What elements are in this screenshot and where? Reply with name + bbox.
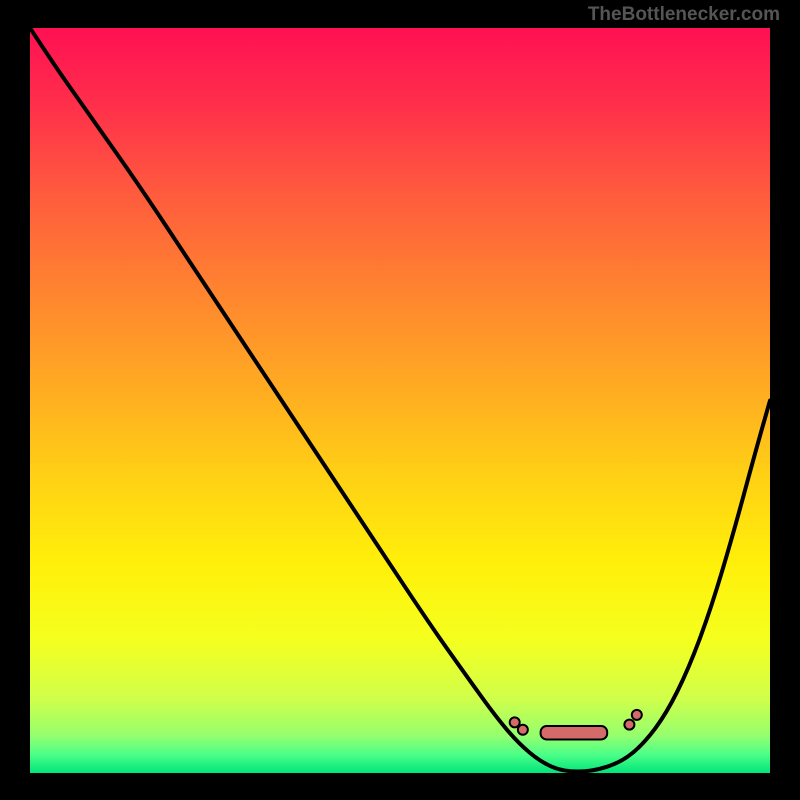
- marker-circle: [624, 720, 634, 730]
- marker-circle: [518, 725, 528, 735]
- plot-area: [30, 28, 770, 773]
- chart-svg: [30, 28, 770, 773]
- gradient-rect: [30, 28, 770, 773]
- marker-segment: [541, 726, 608, 739]
- marker-circle: [510, 717, 520, 727]
- chart-container: TheBottlenecker.com: [0, 0, 800, 800]
- watermark-text: TheBottlenecker.com: [588, 4, 780, 26]
- marker-circle: [632, 710, 642, 720]
